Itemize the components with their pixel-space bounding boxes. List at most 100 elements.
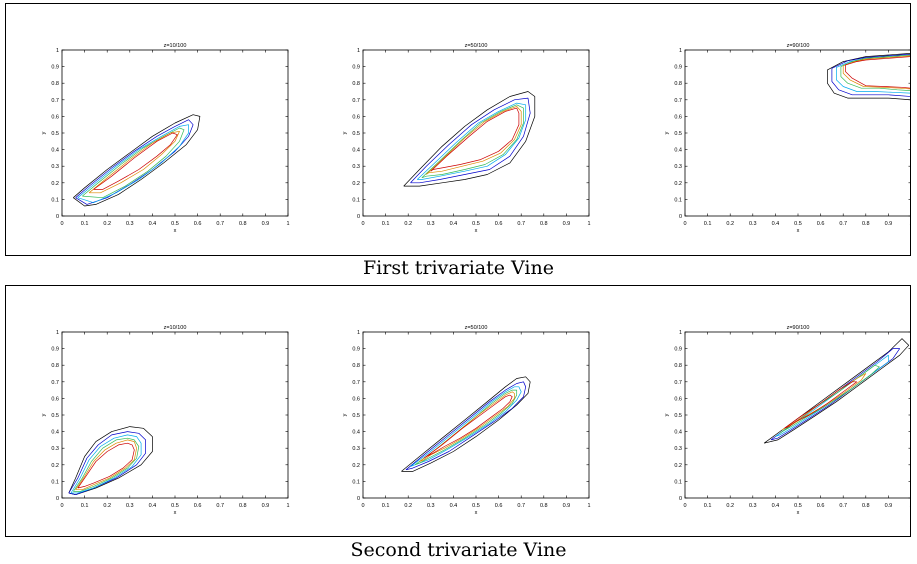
- x-tick-label: 0.1: [382, 221, 390, 227]
- contour-lines: [401, 376, 531, 472]
- y-axis-label: y: [342, 131, 348, 134]
- contour-line: [845, 56, 910, 89]
- plot-title: z=90/100: [787, 43, 810, 49]
- y-tick-label: 1: [56, 48, 59, 54]
- contour-line: [831, 53, 910, 97]
- x-tick-label: 0: [683, 503, 686, 509]
- y-axis-label: y: [664, 413, 670, 416]
- y-tick-label: 0.7: [51, 98, 59, 104]
- y-tick-label: 0.5: [51, 413, 59, 419]
- y-tick-label: 0.7: [352, 98, 360, 104]
- y-tick-label: 0.2: [674, 463, 682, 469]
- contour-plots-first: 0 0.1 0.2 0.3 0.4 0.5 0.6 0.7 0.8 0.9 1 0 0.1 0.2 0.3 0…: [41, 43, 910, 234]
- contour-line: [403, 91, 536, 187]
- x-tick-label: 0.8: [540, 503, 548, 509]
- y-tick-label: 0.3: [674, 164, 682, 170]
- contour-line: [840, 54, 910, 91]
- y-tick-label: 0: [56, 496, 59, 502]
- y-tick-label: 0.6: [352, 114, 360, 120]
- contour-plot-2-2: 0 0.1 0.2 0.3 0.4 0.5 0.6 0.7 0.8 0.9 1 0 0.1 0.2 0.3 0…: [342, 325, 591, 516]
- contour-lines: [403, 91, 536, 187]
- x-tick-label: 0.6: [817, 221, 825, 227]
- x-tick-label: 0.4: [772, 221, 780, 227]
- x-tick-label: 0.3: [427, 221, 435, 227]
- x-tick-label: 0.4: [450, 503, 458, 509]
- contour-line: [842, 55, 910, 90]
- x-tick-label: 0.8: [862, 221, 870, 227]
- contour-line: [827, 53, 910, 101]
- y-tick-label: 0: [56, 214, 59, 220]
- y-tick-label: 0.6: [674, 396, 682, 402]
- y-axis-label: y: [41, 413, 47, 416]
- contour-line: [68, 426, 153, 496]
- y-tick-label: 0.5: [674, 131, 682, 137]
- x-tick-label: 1: [286, 503, 289, 509]
- y-tick-label: 0.9: [352, 65, 360, 71]
- y-tick-label: 0.2: [352, 181, 360, 187]
- x-tick-label: 1: [587, 221, 590, 227]
- contour-line: [416, 102, 527, 180]
- y-tick-label: 0.3: [51, 446, 59, 452]
- x-tick-label: 0.4: [450, 221, 458, 227]
- contour-lines: [827, 53, 910, 101]
- contour-line: [70, 434, 142, 494]
- contour-line: [430, 107, 520, 172]
- y-tick-label: 0: [357, 496, 360, 502]
- figure-caption-second: Second trivariate Vine: [350, 539, 567, 561]
- x-tick-label: 0.8: [862, 503, 870, 509]
- x-axis-label: x: [174, 510, 177, 516]
- x-tick-label: 0.1: [382, 503, 390, 509]
- contour-line: [82, 127, 185, 199]
- x-tick-label: 0.8: [239, 221, 247, 227]
- y-tick-label: 0.5: [674, 413, 682, 419]
- y-tick-label: 0.1: [674, 479, 682, 485]
- y-tick-label: 0.6: [674, 114, 682, 120]
- y-tick-label: 0.9: [51, 65, 59, 71]
- y-tick-label: 0.2: [352, 463, 360, 469]
- contour-line: [77, 442, 135, 489]
- y-tick-label: 0.1: [51, 197, 59, 203]
- x-tick-label: 0.9: [262, 503, 270, 509]
- y-tick-label: 0.6: [352, 396, 360, 402]
- x-tick-label: 0.2: [103, 503, 111, 509]
- contour-line: [410, 97, 531, 184]
- x-tick-label: 0.6: [495, 221, 503, 227]
- x-tick-label: 0.5: [794, 221, 802, 227]
- x-tick-label: 0.2: [103, 221, 111, 227]
- figure-panel-second: 0 0.1 0.2 0.3 0.4 0.5 0.6 0.7 0.8 0.9 1 0 0.1 0.2 0.3 0…: [5, 285, 911, 537]
- contour-line: [401, 376, 531, 472]
- y-tick-label: 0.8: [352, 363, 360, 369]
- x-tick-label: 0.9: [563, 503, 571, 509]
- contour-line: [93, 132, 178, 190]
- y-tick-label: 0.2: [674, 181, 682, 187]
- contour-plot-1-3: 0 0.1 0.2 0.3 0.4 0.5 0.6 0.7 0.8 0.9 1 0 0.1 0.2 0.3 0…: [664, 43, 910, 234]
- x-tick-label: 0.7: [517, 221, 525, 227]
- y-tick-label: 0.5: [51, 131, 59, 137]
- x-tick-label: 0.1: [704, 221, 712, 227]
- y-tick-label: 0: [679, 496, 682, 502]
- x-tick-label: 0.1: [81, 221, 89, 227]
- x-tick-label: 0.5: [171, 503, 179, 509]
- x-tick-label: 0: [361, 221, 364, 227]
- x-tick-label: 0.7: [839, 221, 847, 227]
- x-tick-label: 0.8: [239, 503, 247, 509]
- x-tick-label: 0.4: [149, 503, 157, 509]
- x-tick-label: 0.3: [126, 221, 134, 227]
- contour-line: [421, 104, 524, 179]
- y-tick-label: 0.7: [674, 380, 682, 386]
- x-tick-label: 1: [909, 221, 910, 227]
- x-tick-label: 0.9: [885, 221, 893, 227]
- y-tick-label: 0.8: [352, 81, 360, 87]
- plot-axes-box: [684, 331, 910, 499]
- contour-line: [763, 338, 910, 444]
- y-tick-label: 0.1: [352, 197, 360, 203]
- contour-plot-1-1: 0 0.1 0.2 0.3 0.4 0.5 0.6 0.7 0.8 0.9 1 0 0.1 0.2 0.3 0…: [41, 43, 290, 234]
- plot-title: z=50/100: [465, 43, 488, 49]
- x-axis-label: x: [475, 510, 478, 516]
- y-tick-label: 0.7: [674, 98, 682, 104]
- contour-line: [784, 381, 858, 429]
- y-tick-label: 0.2: [51, 463, 59, 469]
- y-tick-label: 0.6: [51, 396, 59, 402]
- y-tick-label: 0.1: [352, 479, 360, 485]
- x-axis-label: x: [174, 228, 177, 234]
